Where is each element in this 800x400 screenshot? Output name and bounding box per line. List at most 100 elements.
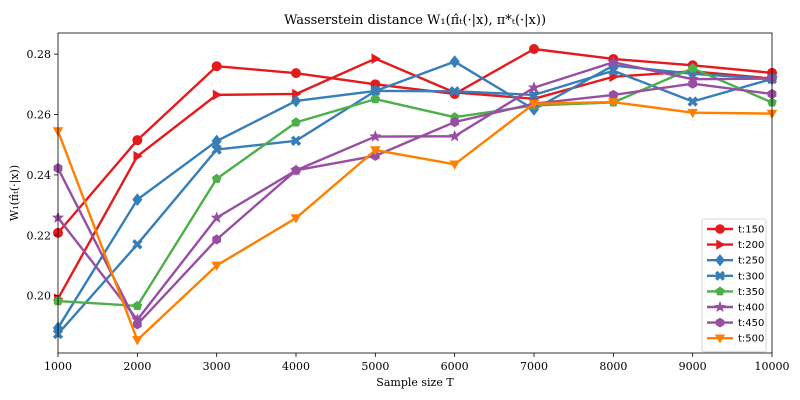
data-point: [715, 270, 725, 281]
x-axis-label: Sample size T: [376, 376, 454, 389]
data-point: [449, 86, 460, 97]
data-point: [715, 254, 725, 267]
data-point: [132, 319, 142, 330]
series-t-450: [53, 78, 777, 330]
y-axis: 0.20 0.22 0.24 0.26 0.28: [27, 48, 58, 303]
data-point: [290, 135, 302, 146]
data-point: [449, 55, 460, 69]
series-t-350: [53, 63, 777, 311]
legend: t:150 t:200 t:250 t:300 t:350 t:400 t:450 t:500: [701, 218, 767, 353]
data-point: [608, 89, 618, 100]
data-point: [371, 53, 381, 64]
series-line: [57, 47, 773, 234]
data-point: [211, 173, 222, 183]
y-tick-label: 0.24: [27, 169, 52, 182]
y-tick-label: 0.26: [27, 109, 52, 122]
data-point: [449, 160, 460, 170]
data-point: [608, 98, 619, 108]
legend-entry: t:400: [707, 300, 764, 314]
y-tick-label: 0.22: [27, 229, 52, 242]
data-point: [715, 286, 725, 296]
x-tick-label: 10000: [755, 360, 790, 373]
x-tick-label: 9000: [679, 360, 707, 373]
legend-label: t:450: [738, 318, 764, 329]
data-point: [370, 94, 381, 104]
data-point: [529, 44, 540, 55]
legend-entry: t:150: [707, 224, 764, 236]
series-line: [57, 67, 773, 308]
data-point: [290, 94, 302, 108]
legend-label: t:300: [738, 271, 764, 282]
series-line: [56, 82, 773, 326]
data-point: [211, 61, 222, 72]
data-point: [132, 300, 143, 311]
legend-entry: t:500: [707, 334, 764, 345]
data-point: [290, 214, 302, 224]
y-axis-label: W₁(π̂ₜ(·|x)): [8, 165, 22, 221]
data-point: [448, 129, 461, 142]
chart-title: Wasserstein distance W₁(π̂ₜ(·|x), π*ₜ(·|…: [284, 13, 546, 28]
data-point: [687, 63, 698, 73]
legend-entry: t:450: [707, 317, 764, 329]
x-tick-label: 2000: [123, 360, 151, 373]
legend-entry: t:200: [707, 239, 764, 251]
x-tick-label: 4000: [282, 360, 310, 373]
data-point: [528, 99, 540, 110]
data-point: [212, 89, 223, 101]
data-point: [291, 165, 301, 176]
legend-label: t:500: [738, 334, 764, 345]
series-line: [57, 61, 773, 321]
x-axis: 1000 2000 3000 4000 5000 6000 7000 8000 9000 1000…: [44, 353, 790, 373]
data-point: [687, 96, 698, 107]
series-t-150: [53, 44, 778, 238]
data-point: [211, 134, 222, 148]
x-tick-label: 3000: [203, 360, 231, 373]
data-point: [210, 211, 223, 223]
data-point: [132, 336, 143, 346]
data-point: [211, 144, 222, 155]
legend-entry: t:350: [707, 286, 764, 298]
legend-label: t:350: [738, 287, 764, 298]
legend-label: t:150: [738, 225, 764, 236]
plot-area: [51, 44, 779, 346]
data-point: [370, 85, 381, 97]
data-point: [688, 78, 698, 89]
x-tick-label: 5000: [361, 360, 389, 373]
data-point: [132, 193, 143, 207]
x-tick-label: 1000: [44, 360, 72, 373]
x-tick-label: 7000: [520, 360, 548, 373]
data-point: [714, 300, 726, 312]
series-line: [56, 100, 773, 342]
legend-label: t:250: [738, 256, 764, 267]
data-point: [607, 55, 620, 68]
data-point: [715, 317, 725, 328]
data-point: [450, 116, 460, 128]
data-point: [211, 261, 222, 271]
plot-frame: [57, 32, 773, 354]
data-point: [715, 224, 725, 234]
legend-entry: t:250: [707, 254, 764, 267]
data-point: [132, 135, 143, 146]
y-tick-label: 0.28: [27, 48, 52, 61]
x-tick-label: 8000: [599, 360, 627, 373]
series-t-400: [51, 55, 779, 325]
series-line: [56, 60, 773, 329]
series-t-500: [52, 98, 778, 346]
x-tick-label: 6000: [441, 360, 469, 373]
data-point: [133, 150, 143, 162]
series-t-250: [52, 55, 778, 335]
data-point: [714, 334, 726, 344]
data-point: [716, 239, 726, 250]
data-point: [290, 68, 301, 79]
data-point: [687, 108, 698, 119]
data-point: [369, 130, 382, 142]
data-point: [370, 146, 381, 156]
y-tick-label: 0.20: [27, 290, 52, 303]
data-point: [527, 81, 541, 93]
legend-label: t:200: [738, 240, 764, 251]
data-point: [212, 234, 222, 245]
data-point: [291, 117, 301, 127]
legend-label: t:400: [738, 303, 764, 314]
legend-box: [701, 218, 767, 353]
